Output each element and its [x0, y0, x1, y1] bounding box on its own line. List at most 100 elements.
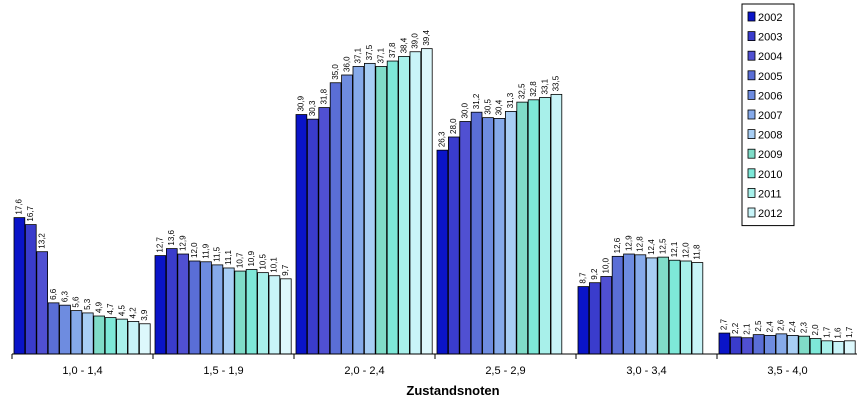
data-label: 16,7 [26, 205, 35, 221]
bar [138, 323, 151, 355]
bar [550, 93, 563, 355]
data-label: 9,2 [590, 268, 599, 280]
data-label: 31,8 [320, 88, 329, 104]
data-label: 39,4 [422, 30, 431, 46]
data-label: 10,0 [602, 257, 611, 273]
legend-swatch [747, 148, 756, 159]
bar [657, 256, 669, 355]
data-label: 37,8 [388, 42, 397, 58]
bar [589, 282, 601, 355]
data-label: 6,3 [60, 291, 69, 303]
bar [691, 262, 704, 355]
legend-swatch [747, 31, 756, 42]
bar [70, 310, 83, 355]
bar [165, 248, 178, 355]
legend-swatch [747, 50, 756, 61]
data-label: 12,0 [681, 242, 690, 258]
bar [352, 66, 365, 355]
data-label: 4,9 [95, 301, 104, 313]
bar [436, 149, 449, 355]
x-tick-label: 1,5 - 1,9 [203, 365, 243, 377]
bar [516, 101, 528, 355]
bar [375, 66, 387, 355]
data-label: 1,7 [845, 326, 854, 338]
bar [680, 260, 692, 355]
legend-swatch [747, 11, 756, 22]
data-label: 2,2 [731, 322, 740, 334]
bar [787, 334, 799, 355]
legend-swatch [747, 168, 756, 179]
bar [752, 334, 765, 355]
bar [764, 334, 776, 355]
x-tick-label: 2,0 - 2,4 [344, 365, 384, 377]
bar [504, 111, 517, 355]
data-label: 2,1 [743, 323, 752, 335]
bar [279, 278, 292, 355]
data-label: 3,9 [140, 309, 149, 321]
bar [832, 341, 845, 355]
data-label: 1,7 [822, 326, 831, 338]
bar [257, 272, 269, 355]
data-label: 26,3 [438, 131, 447, 147]
legend-label: 2004 [758, 51, 782, 63]
data-label: 30,0 [461, 102, 470, 118]
data-label: 5,6 [72, 296, 81, 308]
data-label: 11,9 [201, 243, 210, 259]
bar [459, 121, 471, 355]
legend-label: 2007 [758, 110, 782, 122]
data-label: 10,5 [258, 254, 267, 270]
data-label: 4,7 [106, 303, 115, 315]
bar [447, 136, 460, 355]
data-label: 12,6 [613, 237, 622, 253]
bar [93, 315, 106, 355]
bar [809, 338, 822, 355]
data-label: 13,6 [167, 229, 176, 245]
bar [527, 99, 540, 355]
bar [36, 251, 48, 355]
bar [341, 74, 353, 355]
legend-swatch [747, 207, 756, 218]
bar [116, 318, 128, 355]
data-label: 10,7 [236, 252, 245, 268]
data-label: 10,9 [247, 250, 256, 266]
data-label: 5,3 [83, 298, 92, 310]
bar [104, 317, 117, 355]
legend-swatch [747, 109, 756, 120]
x-axis-title: Zustandsnoten [406, 383, 499, 398]
data-label: 32,8 [529, 81, 538, 97]
data-label: 32,5 [518, 83, 527, 99]
bar [47, 302, 60, 355]
legend: 2002 2003 2004 2005 2006 2007 2008 2009 2010 2011… [741, 3, 795, 227]
data-label: 37,5 [365, 44, 374, 60]
bar [211, 264, 224, 355]
data-label: 12,5 [659, 238, 668, 254]
data-label: 2,4 [765, 321, 774, 333]
data-label: 13,2 [38, 233, 47, 249]
data-label: 12,9 [624, 235, 633, 251]
x-tick-label: 2,5 - 2,9 [485, 365, 525, 377]
data-label: 30,4 [495, 99, 504, 115]
bar [646, 257, 658, 355]
bar [821, 340, 833, 355]
data-label: 30,5 [483, 99, 492, 115]
legend-label: 2003 [758, 32, 782, 44]
data-label: 36,0 [342, 56, 351, 72]
bar [24, 224, 37, 355]
bar [623, 253, 635, 355]
bar [775, 333, 788, 355]
legend-swatch [747, 187, 756, 198]
data-label: 35,0 [331, 64, 340, 80]
x-tick-label: 3,0 - 3,4 [626, 365, 666, 377]
bar [59, 304, 71, 355]
bar [329, 82, 342, 355]
bar [634, 254, 647, 355]
bar [306, 118, 319, 355]
data-label: 12,8 [636, 236, 645, 252]
legend-label: 2006 [758, 90, 782, 102]
bar [409, 51, 422, 355]
bar [493, 118, 506, 355]
data-label: 2,5 [754, 320, 763, 332]
legend-label: 2002 [758, 12, 782, 24]
legend-label: 2009 [758, 149, 782, 161]
